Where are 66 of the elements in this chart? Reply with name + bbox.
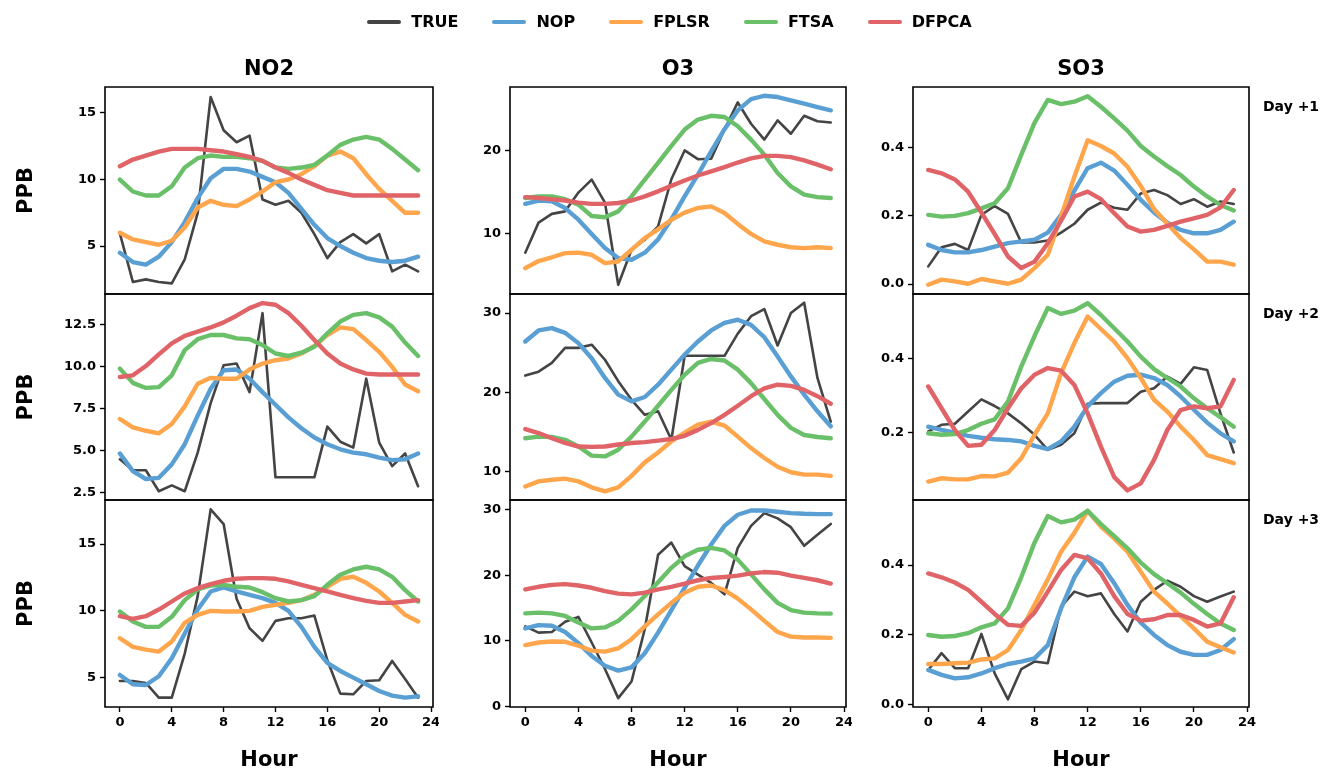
x-tick-label: 0 bbox=[520, 714, 530, 730]
x-tick-label: 0 bbox=[115, 714, 125, 730]
x-tick-label: 20 bbox=[781, 714, 800, 730]
x-tick-label: 24 bbox=[1237, 714, 1257, 730]
y-tick-label: 20 bbox=[482, 141, 501, 157]
chart-title: NO2 bbox=[243, 56, 295, 80]
y-tick-label: 10 bbox=[482, 225, 501, 241]
x-axis-title: Hour bbox=[1052, 746, 1111, 769]
y-axis-title: PPB bbox=[13, 580, 38, 627]
x-tick-label: 20 bbox=[1184, 714, 1203, 730]
x-tick-label: 0 bbox=[923, 714, 933, 730]
x-tick-label: 20 bbox=[370, 714, 389, 730]
x-tick-label: 8 bbox=[626, 714, 637, 730]
y-tick-label: 0.0 bbox=[880, 275, 904, 291]
y-tick-label: 0.2 bbox=[880, 423, 904, 439]
y-tick-label: 0.4 bbox=[880, 556, 904, 572]
x-tick-label: 24 bbox=[422, 714, 441, 730]
legend-label: FPLSR bbox=[653, 12, 710, 31]
x-tick-label: 16 bbox=[1131, 714, 1150, 730]
y-tick-label: 30 bbox=[482, 501, 501, 517]
x-tick-label: 8 bbox=[1029, 714, 1040, 730]
x-tick-label: 4 bbox=[976, 714, 986, 730]
legend-label: TRUE bbox=[411, 12, 459, 31]
y-tick-label: 10.0 bbox=[63, 358, 96, 374]
legend-label: NOP bbox=[536, 12, 576, 31]
y-tick-label: 10 bbox=[77, 170, 96, 186]
y-tick-label: 0.2 bbox=[880, 207, 904, 223]
y-tick-label: 0.2 bbox=[880, 626, 904, 642]
x-tick-label: 8 bbox=[219, 714, 229, 730]
y-tick-label: 5 bbox=[86, 668, 96, 684]
y-tick-label: 10 bbox=[482, 462, 501, 478]
x-tick-label: 12 bbox=[266, 714, 285, 730]
y-axis-title: PPB bbox=[13, 167, 38, 214]
chart-title: O3 bbox=[661, 56, 695, 80]
x-tick-label: 24 bbox=[834, 714, 854, 730]
y-tick-label: 15 bbox=[77, 104, 96, 120]
y-tick-label: 20 bbox=[482, 383, 501, 399]
y-tick-label: 10 bbox=[77, 602, 96, 618]
y-tick-label: 20 bbox=[482, 566, 501, 582]
text: Day +1 bbox=[1263, 97, 1320, 114]
x-tick-label: 16 bbox=[318, 714, 337, 730]
y-tick-label: 30 bbox=[482, 304, 501, 320]
legend-label: DFPCA bbox=[911, 12, 972, 31]
x-tick-label: 16 bbox=[728, 714, 747, 730]
y-tick-label: 0.4 bbox=[880, 350, 904, 366]
legend-label: FTSA bbox=[787, 12, 834, 31]
text: Day +2 bbox=[1263, 304, 1320, 321]
x-axis-title: Hour bbox=[240, 746, 299, 769]
text: Day +3 bbox=[1263, 510, 1320, 527]
x-tick-label: 4 bbox=[573, 714, 583, 730]
y-tick-label: 2.5 bbox=[72, 484, 96, 500]
x-tick-label: 12 bbox=[675, 714, 694, 730]
y-tick-label: 0.4 bbox=[880, 139, 904, 155]
x-tick-label: 4 bbox=[167, 714, 177, 730]
y-tick-label: 7.5 bbox=[72, 400, 96, 416]
x-tick-label: 12 bbox=[1078, 714, 1097, 730]
y-tick-label: 0.0 bbox=[880, 696, 904, 712]
y-tick-label: 10 bbox=[482, 632, 501, 648]
chart-title: SO3 bbox=[1057, 56, 1105, 80]
x-axis-title: Hour bbox=[649, 746, 708, 769]
y-axis-title: PPB bbox=[13, 373, 38, 421]
y-tick-label: 15 bbox=[77, 535, 96, 551]
y-tick-label: 0 bbox=[491, 697, 501, 713]
y-tick-label: 5.0 bbox=[72, 442, 96, 458]
y-tick-label: 12.5 bbox=[63, 316, 96, 332]
y-tick-label: 5 bbox=[86, 237, 96, 253]
